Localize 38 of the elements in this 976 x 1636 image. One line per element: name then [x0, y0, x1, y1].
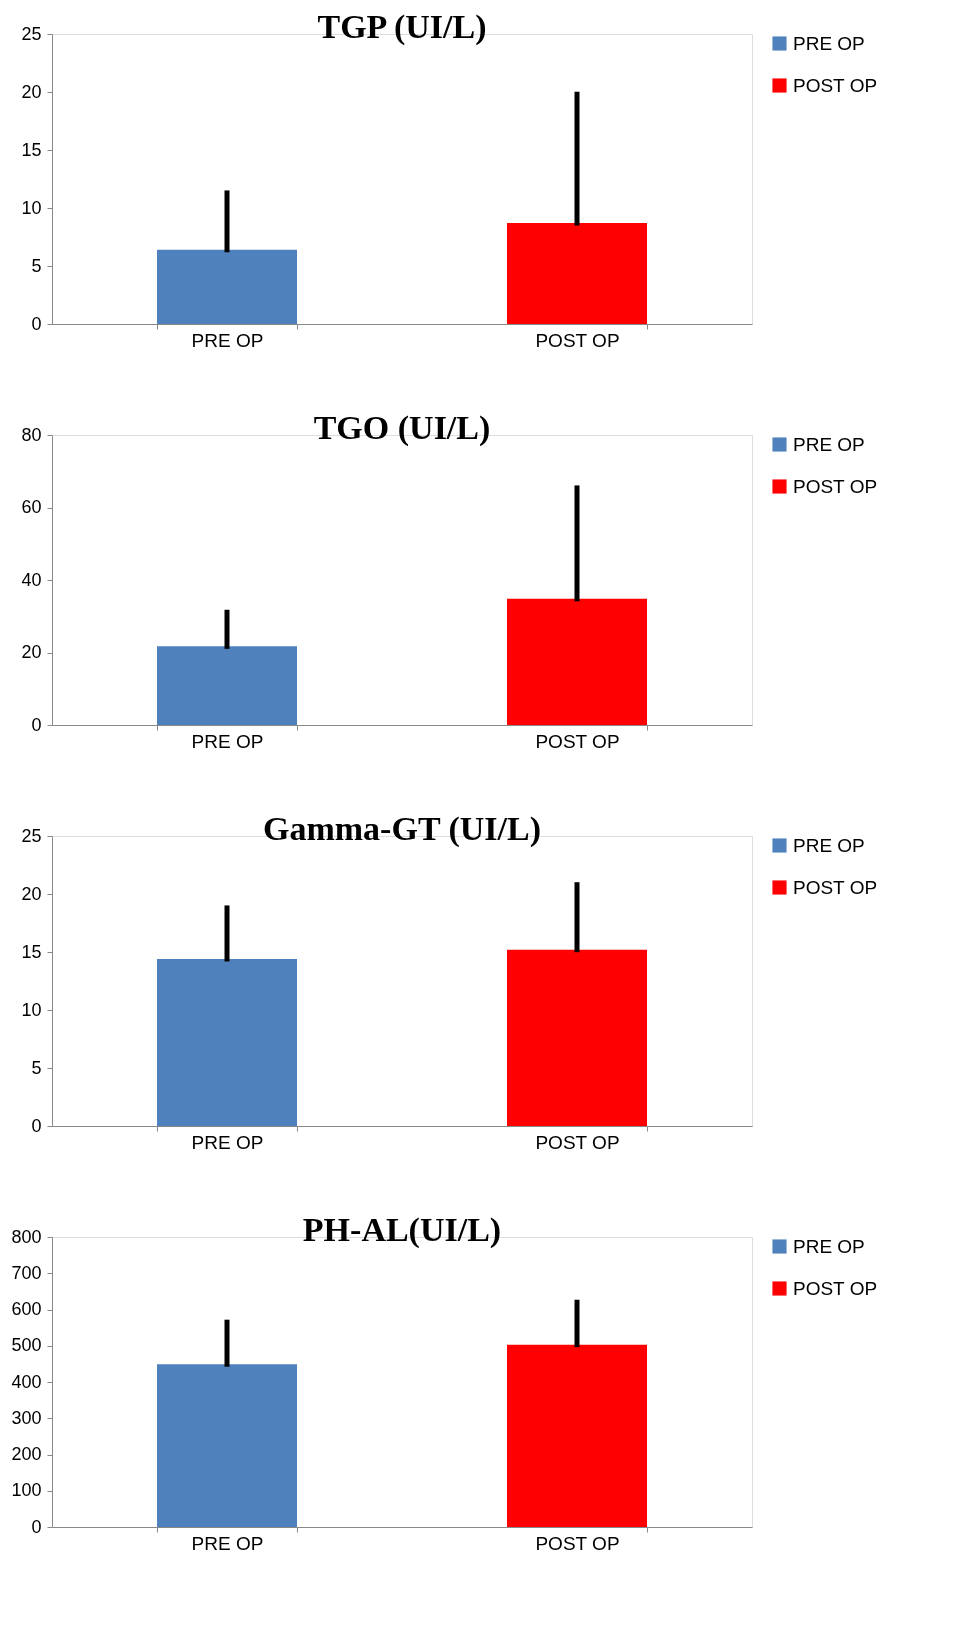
legend-label: PRE OP: [793, 1235, 865, 1257]
y-tick-label: 15: [21, 139, 42, 160]
y-tick-label: 20: [21, 883, 42, 904]
y-tick-label: 80: [21, 424, 42, 445]
legend-label: PRE OP: [793, 834, 865, 856]
y-tick-label: 400: [11, 1371, 42, 1392]
legend-label: PRE OP: [793, 433, 865, 455]
y-tick-label: 25: [21, 825, 42, 846]
legend-label: POST OP: [793, 475, 878, 497]
chart-title: Gamma-GT (UI/L): [263, 810, 541, 848]
chart-title: TGP (UI/L): [317, 8, 487, 46]
chart-title: PH-AL(UI/L): [302, 1211, 502, 1249]
y-tick-label: 0: [31, 1516, 42, 1537]
y-tick-label: 800: [11, 1226, 42, 1247]
legend-label: POST OP: [793, 876, 878, 898]
y-tick-label: 600: [11, 1299, 42, 1319]
y-tick-label: 20: [21, 81, 42, 102]
y-tick-label: 5: [31, 1057, 42, 1078]
y-tick-label: 60: [21, 497, 42, 517]
legend-label: PRE OP: [793, 32, 865, 54]
y-tick-label: 10: [21, 999, 42, 1020]
y-tick-label: 700: [11, 1262, 42, 1283]
y-tick-label: 300: [11, 1407, 42, 1428]
y-tick-label: 0: [31, 714, 42, 735]
y-tick-label: 0: [31, 313, 42, 334]
y-tick-label: 20: [21, 642, 42, 662]
y-tick-label: 15: [21, 941, 42, 962]
chart-title: TGO (UI/L): [313, 409, 491, 447]
y-tick-label: 0: [31, 1115, 42, 1136]
y-tick-label: 25: [21, 23, 42, 44]
y-tick-label: 40: [21, 569, 42, 590]
legend-label: POST OP: [793, 74, 878, 96]
y-tick-label: 5: [31, 255, 42, 276]
y-tick-label: 100: [11, 1480, 42, 1501]
y-tick-label: 10: [21, 197, 42, 218]
y-tick-label: 500: [11, 1335, 42, 1356]
y-tick-label: 200: [11, 1444, 42, 1464]
legend-label: POST OP: [793, 1277, 878, 1299]
